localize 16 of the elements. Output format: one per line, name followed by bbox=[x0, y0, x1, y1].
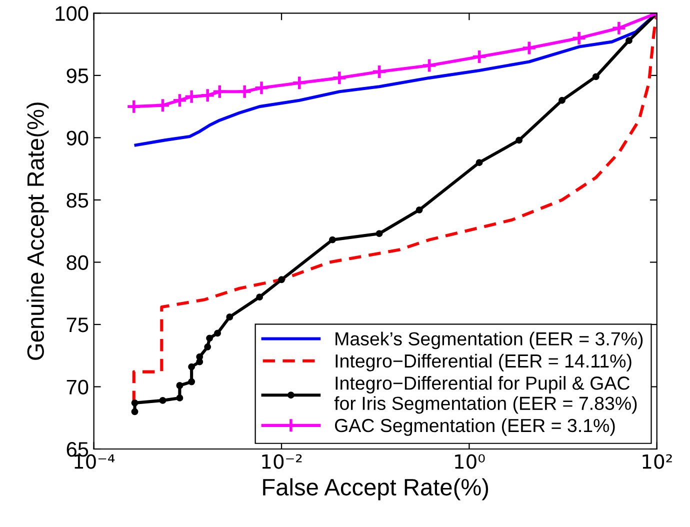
y-tick-label: 70 bbox=[66, 380, 88, 394]
x-tick-label: 10⁻² bbox=[262, 454, 302, 469]
y-tick-label: 90 bbox=[66, 130, 88, 146]
x-axis-title: False Accept Rate(%) bbox=[263, 478, 488, 500]
x-tick-label: 10² bbox=[642, 454, 672, 469]
legend-label: Masek’s Segmentation (EER = 3.7%) bbox=[336, 332, 643, 350]
legend-label: Integro−Differential (EER = 14.11%) bbox=[336, 354, 632, 372]
legend-label: Integro−Differential for Pupil & GAC for Iris Segmentation (EER = 7.83%) bbox=[334, 376, 637, 414]
x-tick-label: 10⁰ bbox=[455, 454, 485, 469]
legend-label: GAC Segmentation (EER = 3.1%) bbox=[335, 418, 615, 436]
y-tick-label: 75 bbox=[66, 318, 88, 332]
y-tick-label: 100 bbox=[56, 6, 88, 21]
y-tick-label: 80 bbox=[66, 255, 88, 270]
y-tick-label: 85 bbox=[66, 192, 88, 208]
y-axis-title: Genuine Accept Rate(%) bbox=[26, 102, 49, 360]
y-tick-label: 95 bbox=[66, 68, 88, 84]
